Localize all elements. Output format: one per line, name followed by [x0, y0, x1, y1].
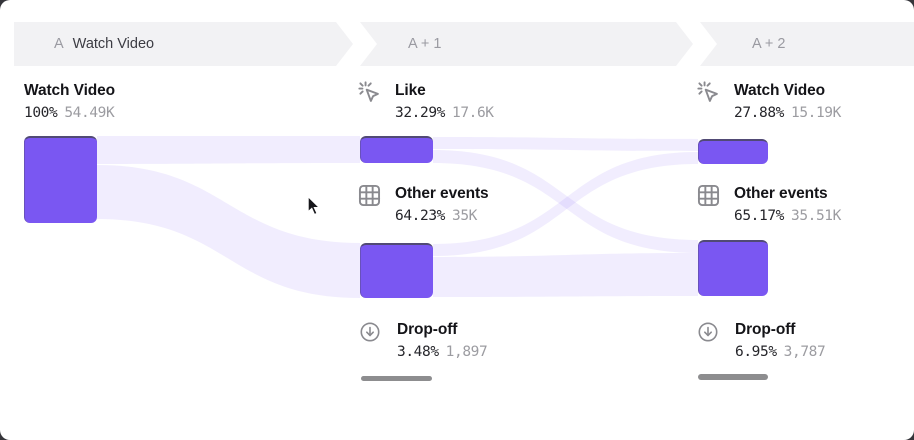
event-values: 3.48% 1,897 — [397, 341, 488, 363]
flow-like-to-watchvideo[interactable] — [433, 137, 698, 151]
node-otherevents-step2[interactable] — [698, 240, 768, 296]
event-values: 65.17% 35.51K — [734, 205, 841, 227]
step-label: A + 2 — [752, 36, 786, 52]
node-like-step1[interactable] — [360, 136, 433, 163]
event-name: Watch Video — [24, 82, 116, 99]
event-percent: 6.95% — [735, 344, 777, 360]
event-percent: 3.48% — [397, 344, 439, 360]
event-percent: 65.17% — [734, 208, 784, 224]
step-label: A + 1 — [408, 36, 442, 52]
step-label: Watch Video — [72, 36, 155, 52]
event-percent: 27.88% — [734, 105, 784, 121]
event-values: 64.23% 35K — [395, 205, 489, 227]
event-count: 1,897 — [445, 344, 488, 360]
event-label-otherevents-step1[interactable]: Other events 64.23% 35K — [356, 183, 489, 227]
step-letter: A — [54, 36, 64, 52]
flow-otherevents-to-watchvideo[interactable] — [433, 152, 698, 256]
flow-watchvideo-to-otherevents[interactable] — [97, 165, 360, 298]
event-values: 100% 54.49K — [24, 102, 115, 124]
event-values: 6.95% 3,787 — [735, 341, 826, 363]
event-name: Other events — [734, 185, 828, 202]
event-label-watchvideo-step2[interactable]: Watch Video 27.88% 15.19K — [695, 80, 841, 124]
event-count: 15.19K — [790, 105, 841, 121]
event-label-dropoff-step1[interactable]: Drop-off 3.48% 1,897 — [358, 319, 488, 363]
event-name: Other events — [395, 185, 489, 202]
event-percent: 32.29% — [395, 105, 445, 121]
step-header-a2[interactable]: A + 2 — [700, 22, 914, 66]
grid-icon — [356, 182, 384, 214]
event-values: 32.29% 17.6K — [395, 102, 494, 124]
event-count: 35K — [451, 208, 477, 224]
event-count: 17.6K — [451, 105, 494, 121]
event-values: 27.88% 15.19K — [734, 102, 841, 124]
click-icon — [356, 79, 384, 111]
event-count: 54.49K — [64, 105, 115, 121]
event-count: 3,787 — [783, 344, 826, 360]
dropoff-bar-step1[interactable] — [361, 376, 432, 381]
node-otherevents-step1[interactable] — [360, 243, 433, 298]
grid-icon — [695, 182, 723, 214]
event-label-dropoff-step2[interactable]: Drop-off 6.95% 3,787 — [696, 319, 826, 363]
event-label-watchvideo-step0[interactable]: Watch Video 100% 54.49K — [24, 80, 115, 124]
flow-watchvideo-to-like[interactable] — [97, 136, 360, 164]
event-name: Drop-off — [735, 321, 796, 338]
node-watchvideo-step2[interactable] — [698, 139, 768, 164]
event-label-like-step1[interactable]: Like 32.29% 17.6K — [356, 80, 494, 124]
event-label-otherevents-step2[interactable]: Other events 65.17% 35.51K — [695, 183, 841, 227]
dropoff-icon — [696, 320, 724, 349]
event-percent: 100% — [24, 105, 58, 121]
event-percent: 64.23% — [395, 208, 445, 224]
step-header-a[interactable]: A Watch Video — [14, 22, 353, 66]
dropoff-bar-step2[interactable] — [698, 374, 768, 380]
node-watchvideo-step0[interactable] — [24, 136, 97, 223]
flow-like-to-otherevents[interactable] — [433, 150, 698, 253]
click-icon — [695, 79, 723, 111]
event-name: Drop-off — [397, 321, 458, 338]
event-name: Watch Video — [734, 82, 826, 99]
dropoff-icon — [358, 320, 386, 349]
mouse-cursor-icon — [306, 195, 322, 221]
event-count: 35.51K — [790, 208, 841, 224]
event-name: Like — [395, 82, 426, 99]
step-header-a1[interactable]: A + 1 — [360, 22, 693, 66]
flow-otherevents-to-otherevents[interactable] — [433, 253, 698, 297]
